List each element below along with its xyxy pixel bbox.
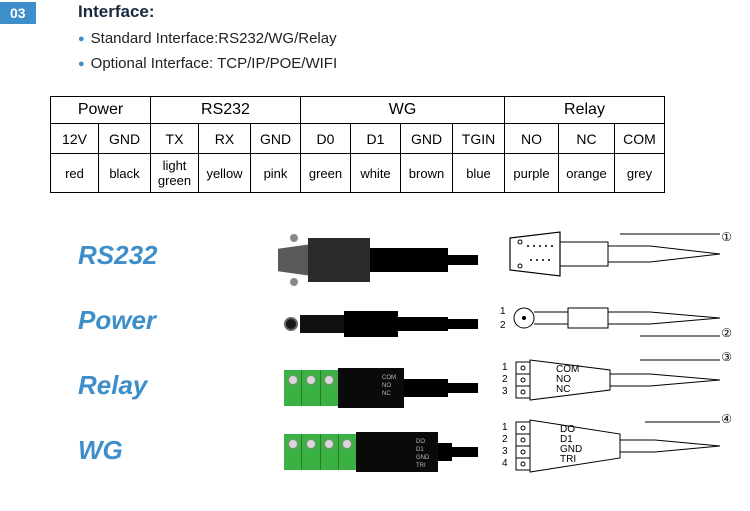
dc-barrel-body-icon xyxy=(344,311,398,337)
th-power: Power xyxy=(51,97,151,124)
connector-illustrations: COM NO NC DO D1 GND TRI xyxy=(278,230,478,486)
cable-boot-icon xyxy=(398,317,448,331)
td-color: grey xyxy=(615,154,665,193)
svg-text:TRI: TRI xyxy=(560,454,576,465)
table-row-groups: Power RS232 WG Relay xyxy=(51,97,665,124)
td-pin: RX xyxy=(199,124,251,154)
label-relay: Relay xyxy=(78,370,208,401)
td-color: orange xyxy=(559,154,615,193)
td-pin: TX xyxy=(151,124,199,154)
section-number-badge: 03 xyxy=(0,2,36,24)
cable-boot-icon xyxy=(404,379,448,397)
connector-power xyxy=(278,294,478,354)
td-pin: NC xyxy=(559,124,615,154)
terminal-block-icon xyxy=(284,370,338,406)
connector-rs232 xyxy=(278,230,478,290)
rs232-schematic-icon xyxy=(490,226,740,282)
wg-schematic-icon: 1 2 3 4 DO D1 GND TRI xyxy=(490,418,740,478)
th-wg: WG xyxy=(301,97,505,124)
td-color: black xyxy=(99,154,151,193)
td-color: purple xyxy=(505,154,559,193)
num-1: 1 xyxy=(500,306,506,317)
svg-text:3: 3 xyxy=(502,446,508,457)
wg-pin-text: DO D1 GND TRI xyxy=(416,438,429,470)
td-color: green xyxy=(301,154,351,193)
dc-barrel-shaft-icon xyxy=(300,315,344,333)
connector-relay: COM NO NC xyxy=(278,358,478,418)
td-pin: D0 xyxy=(301,124,351,154)
td-color: red xyxy=(51,154,99,193)
table-row-pins: 12V GND TX RX GND D0 D1 GND TGIN NO NC C… xyxy=(51,124,665,154)
cable-icon xyxy=(448,319,478,329)
svg-text:1: 1 xyxy=(502,362,508,373)
td-color: blue xyxy=(453,154,505,193)
callout-1: ① xyxy=(721,230,732,244)
relay-pin-text: COM NO NC xyxy=(382,374,396,398)
section-title: Interface: xyxy=(78,2,155,22)
td-pin: NO xyxy=(505,124,559,154)
relay-schematic-icon: 1 2 3 COM NO NC xyxy=(490,354,740,410)
callout-3: ③ xyxy=(721,350,732,364)
terminal-plug-icon: COM NO NC xyxy=(338,368,404,408)
connector-wg: DO D1 GND TRI xyxy=(278,422,478,482)
pinout-table: Power RS232 WG Relay 12V GND TX RX GND D… xyxy=(50,96,665,193)
svg-text:3: 3 xyxy=(502,386,508,397)
td-pin: GND xyxy=(251,124,301,154)
label-rs232: RS232 xyxy=(78,240,208,271)
interface-bullets: Standard Interface:RS232/WG/Relay Option… xyxy=(78,30,337,80)
td-pin: GND xyxy=(401,124,453,154)
dc-barrel-tip-icon xyxy=(284,317,298,331)
de9-screw-icon xyxy=(290,278,298,286)
svg-text:2: 2 xyxy=(502,374,508,385)
svg-text:NC: NC xyxy=(556,384,570,395)
td-color: light green xyxy=(151,154,199,193)
num-2: 2 xyxy=(500,320,506,331)
cable-boot-icon xyxy=(370,248,448,272)
td-color: pink xyxy=(251,154,301,193)
de9-shell-icon xyxy=(308,238,370,282)
schematic-wg: 1 2 3 4 DO D1 GND TRI ④ xyxy=(490,418,740,474)
cable-icon xyxy=(448,447,478,457)
td-pin: TGIN xyxy=(453,124,505,154)
td-pin: D1 xyxy=(351,124,401,154)
th-relay: Relay xyxy=(505,97,665,124)
td-pin: GND xyxy=(99,124,151,154)
schematic-column: ① 1 2 ② 1 2 3 COM NO NC xyxy=(490,226,740,482)
td-pin: 12V xyxy=(51,124,99,154)
label-power: Power xyxy=(78,305,208,336)
svg-text:4: 4 xyxy=(502,458,508,469)
bullet-standard: Standard Interface:RS232/WG/Relay xyxy=(78,30,337,47)
label-wg: WG xyxy=(78,435,208,466)
callout-4: ④ xyxy=(721,412,732,426)
bullet-optional: Optional Interface: TCP/IP/POE/WIFI xyxy=(78,55,337,72)
td-color: white xyxy=(351,154,401,193)
svg-text:2: 2 xyxy=(502,434,508,445)
power-schematic-icon: 1 2 xyxy=(490,290,740,346)
schematic-relay: 1 2 3 COM NO NC ③ xyxy=(490,354,740,410)
schematic-rs232: ① xyxy=(490,226,740,282)
th-rs232: RS232 xyxy=(151,97,301,124)
schematic-power: 1 2 ② xyxy=(490,290,740,346)
td-pin: COM xyxy=(615,124,665,154)
terminal-block-icon xyxy=(284,434,356,470)
svg-text:1: 1 xyxy=(502,422,508,433)
connector-labels-column: RS232 Power Relay WG xyxy=(78,240,208,500)
cable-icon xyxy=(448,255,478,265)
de9-face-icon xyxy=(278,244,312,276)
callout-2: ② xyxy=(721,326,732,340)
cable-icon xyxy=(448,383,478,393)
terminal-plug-icon: DO D1 GND TRI xyxy=(356,432,438,472)
td-color: brown xyxy=(401,154,453,193)
de9-screw-icon xyxy=(290,234,298,242)
table-row-colors: red black light green yellow pink green … xyxy=(51,154,665,193)
td-color: yellow xyxy=(199,154,251,193)
